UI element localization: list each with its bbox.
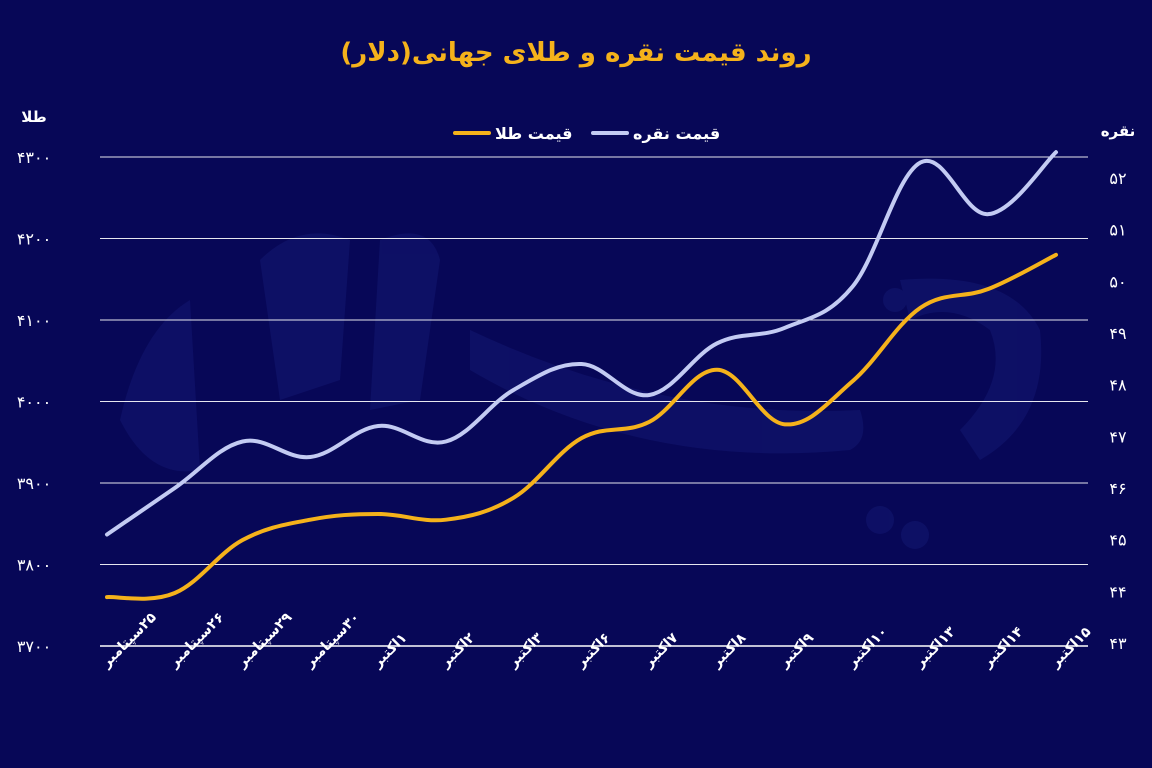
y-right-tick-label: ۴۴ bbox=[1109, 582, 1126, 601]
series-line-silver bbox=[105, 150, 1058, 537]
x-tick-label: ۷اکتبر bbox=[640, 630, 682, 672]
x-tick-label: ۲۵سپتامبر bbox=[98, 609, 160, 671]
y-left-tick-label: ۴۱۰۰ bbox=[17, 311, 51, 330]
gridlines bbox=[100, 156, 1088, 647]
x-tick-label: ۶اکتبر bbox=[572, 630, 613, 671]
y-right-tick-label: ۴۷ bbox=[1109, 427, 1127, 446]
y-right-tick-label: ۴۶ bbox=[1109, 479, 1126, 498]
y-right-tick-label: ۵۰ bbox=[1109, 272, 1126, 291]
x-tick-label: ۲۶سپتامبر bbox=[166, 610, 228, 672]
series-lines bbox=[105, 150, 1058, 601]
x-tick-label: ۱۳اکتبر bbox=[911, 624, 959, 672]
x-tick-label: ۳۰سپتامبر bbox=[301, 610, 363, 672]
legend-label-gold: قیمت طلا bbox=[495, 124, 572, 143]
x-tick-label: ۱اکتبر bbox=[369, 630, 410, 671]
chart-title: روند قیمت نقره و طلای جهانی(دلار) bbox=[340, 38, 811, 68]
y-left-tick-label: ۴۰۰۰ bbox=[17, 393, 51, 412]
watermark bbox=[120, 233, 1042, 549]
y-right-tick-label: ۵۲ bbox=[1109, 169, 1126, 188]
y-right-tick-label: ۴۸ bbox=[1109, 376, 1127, 395]
y-right-tick-label: ۴۵ bbox=[1109, 531, 1126, 550]
x-tick-label: ۲۹سپتامبر bbox=[233, 609, 295, 671]
y-right-axis-title: نقره bbox=[1101, 122, 1136, 140]
y-right-axis: ۵۲ ۵۱ ۵۰ ۴۹ ۴۸ ۴۷ ۴۶ ۴۵ ۴۴ ۴۳ bbox=[1109, 169, 1127, 653]
x-tick-label: ۱۴اکتبر bbox=[979, 624, 1027, 672]
y-left-axis: ۴۳۰۰ ۴۲۰۰ ۴۱۰۰ ۴۰۰۰ ۳۹۰۰ ۳۸۰۰ ۳۷۰۰ bbox=[17, 148, 51, 656]
x-tick-label: ۹اکتبر bbox=[776, 630, 818, 672]
y-left-tick-label: ۳۸۰۰ bbox=[17, 556, 51, 575]
x-tick-label: ۱۰اکتبر bbox=[843, 624, 891, 672]
y-left-tick-label: ۴۳۰۰ bbox=[17, 148, 51, 167]
x-tick-label: ۱۵اکتبر bbox=[1047, 624, 1095, 672]
y-left-tick-label: ۳۹۰۰ bbox=[17, 474, 51, 493]
y-right-tick-label: ۵۱ bbox=[1109, 221, 1126, 240]
x-axis: ۲۵سپتامبر۲۶سپتامبر۲۹سپتامبر۳۰سپتامبر۱اکت… bbox=[98, 609, 1095, 671]
x-tick-label: ۸اکتبر bbox=[708, 630, 750, 672]
legend-label-silver: قیمت نقره bbox=[633, 124, 720, 143]
y-right-tick-label: ۴۹ bbox=[1109, 324, 1126, 343]
series-line-gold bbox=[105, 252, 1058, 601]
y-left-tick-label: ۴۲۰۰ bbox=[17, 230, 51, 249]
y-left-tick-label: ۳۷۰۰ bbox=[17, 637, 51, 656]
legend: قیمت نقره قیمت طلا bbox=[453, 124, 720, 143]
x-tick-label: ۳اکتبر bbox=[505, 630, 547, 672]
x-tick-label: ۲اکتبر bbox=[437, 630, 479, 672]
y-left-axis-title: طلا bbox=[21, 108, 47, 126]
y-right-tick-label: ۴۳ bbox=[1109, 634, 1127, 653]
